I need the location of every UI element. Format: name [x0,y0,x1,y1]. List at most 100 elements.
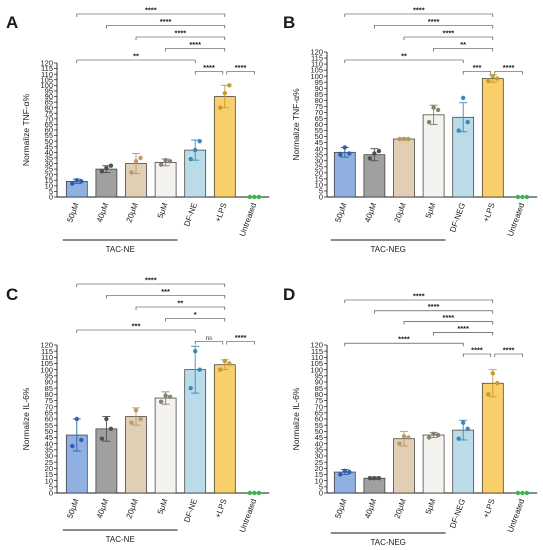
data-point [133,408,139,413]
data-point [347,469,352,475]
group-label: TAC-NE [106,535,135,544]
y-tick-label: 10 [45,181,53,190]
panel-letter: D [283,285,295,304]
data-point [167,159,173,164]
y-tick-label: 40 [315,439,323,448]
group-label: TAC-NE [106,245,135,254]
data-point [129,420,134,425]
y-tick-label: 40 [315,144,323,153]
y-tick-label: 105 [40,75,53,84]
data-point [163,393,168,398]
significance-label: **** [189,40,201,49]
y-tick-label: 30 [45,159,53,168]
data-point [218,105,223,110]
data-point [486,392,491,397]
data-point [338,152,343,157]
significance-bracket [76,329,196,333]
x-tick-label: 40μM [95,497,110,519]
y-tick-label: 90 [45,92,53,101]
data-point [401,434,407,439]
y-tick-label: 40 [45,148,53,157]
data-point [461,420,466,425]
significance-label: ** [177,298,183,307]
significance-bracket [433,48,494,52]
significance-label: **** [457,324,469,333]
x-tick-label: 50μM [333,497,348,519]
y-tick-label: 65 [315,408,323,417]
y-tick-label: 110 [41,353,53,362]
y-tick-label: 45 [315,138,323,147]
data-point [252,194,257,200]
y-tick-label: 55 [315,126,323,135]
significance-label: **** [413,291,425,300]
y-tick-label: 60 [45,415,53,424]
data-point [524,490,530,496]
significance-label: * [194,310,197,319]
bar-3 [154,397,177,494]
chart-panel-b: B051015202530354045505560657075808590951… [283,5,538,254]
y-tick-label: 0 [49,489,53,498]
significance-bracket [403,36,494,40]
significance-bracket [106,295,226,299]
bar-3 [154,162,177,198]
significance-bracket [344,13,494,17]
y-tick-label: 5 [49,187,53,196]
y-tick-label: 95 [315,371,323,380]
significance-bracket [494,353,523,357]
significance-label: ** [460,40,466,49]
x-tick-label: 5μM [156,497,170,515]
data-point [99,169,105,174]
significance-bracket [76,283,226,287]
bar-5 [213,364,236,494]
bar-3 [422,434,445,494]
y-tick-label: 60 [45,126,53,135]
significance-bracket [344,342,464,347]
y-tick-label: 30 [45,452,53,461]
x-tick-label: +LPS [213,498,228,520]
y-tick-label: 115 [311,54,323,63]
data-point [465,426,470,432]
y-tick-label: 110 [311,353,323,362]
data-point [338,472,343,477]
y-tick-label: 15 [315,174,323,183]
data-point [435,107,441,113]
significance-label: ns [206,336,212,342]
significance-label: **** [145,275,157,284]
y-tick-label: 50 [315,132,323,141]
x-tick-label: 20μM [393,497,408,519]
y-tick-label: 80 [45,390,53,399]
data-point [188,156,193,162]
y-tick-label: 0 [319,489,323,498]
data-point [193,147,198,153]
data-point [495,76,500,81]
data-point [70,181,75,186]
y-tick-label: 105 [310,66,323,75]
data-point [515,490,521,496]
y-tick-label: 15 [45,176,53,185]
data-point [426,119,432,125]
data-point [158,399,164,404]
bar-5 [481,382,504,494]
y-tick-label: 100 [310,365,323,374]
x-tick-label: Untreated [238,202,258,238]
y-tick-label: 65 [45,408,53,417]
bar-5 [213,96,236,198]
y-tick-label: 100 [40,365,53,374]
data-point [74,416,80,422]
significance-bracket [226,71,255,75]
significance-bracket [135,306,226,310]
y-tick-label: 120 [40,59,53,68]
bar-2 [393,438,415,494]
x-tick-label: Untreated [506,498,526,534]
data-point [465,119,470,125]
y-tick-label: 30 [315,156,323,165]
significance-label: **** [145,5,157,14]
data-point [256,194,262,200]
y-tick-label: 10 [315,476,323,485]
y-axis-label: Normalize IL-6% [291,387,301,450]
data-point [490,371,495,376]
data-point [520,490,525,496]
y-tick-label: 85 [315,384,323,393]
bar-3 [422,114,445,198]
data-point [99,436,105,441]
